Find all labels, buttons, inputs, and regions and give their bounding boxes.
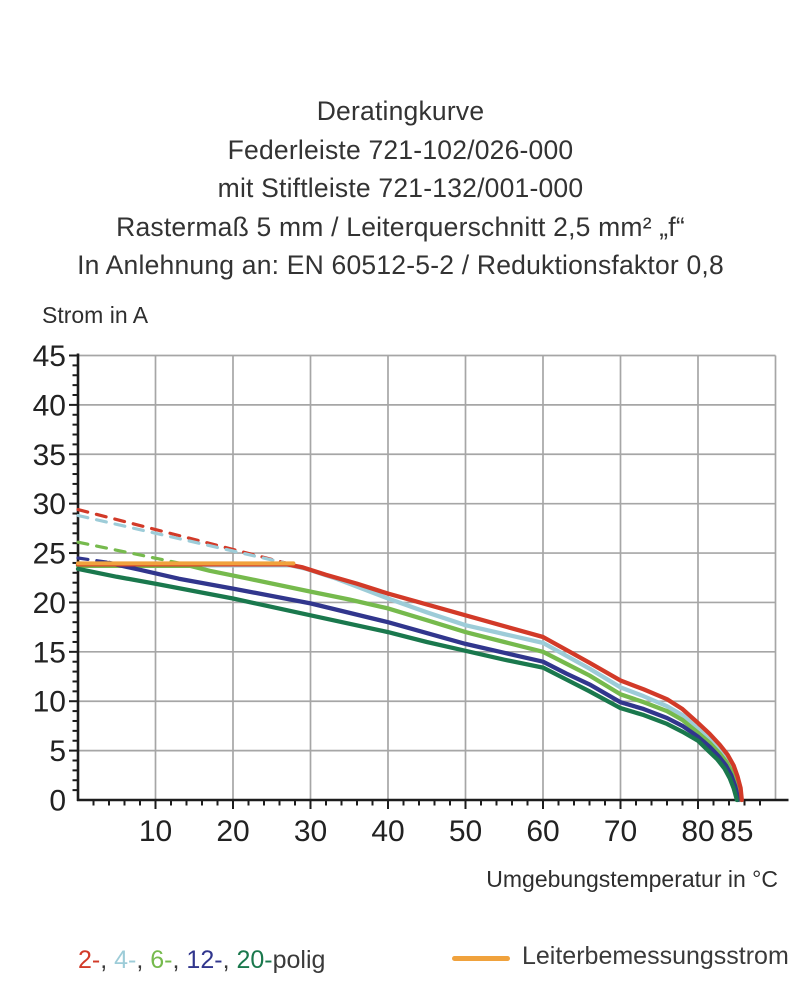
- legend-separator: ,: [222, 946, 237, 974]
- title-line-2: Federleiste 721-102/026-000: [227, 134, 574, 165]
- series-2-polig: [75, 562, 744, 803]
- y-tick-label: 10: [33, 686, 66, 719]
- poles-legend: 2-, 4-, 6-, 12-, 20-polig: [78, 946, 325, 975]
- series-12-polig: [106, 560, 741, 803]
- x-tick-label: 30: [294, 815, 327, 848]
- y-tick-label: 30: [33, 488, 66, 521]
- series-2-polig-ohne-reduktion-gestrichelt-: [76, 508, 289, 566]
- legend-row: 2-, 4-, 6-, 12-, 20-polig Leiterbemessun…: [0, 942, 801, 982]
- x-tick-label: 80: [681, 815, 714, 848]
- series-20-polig: [75, 566, 739, 803]
- y-tick-label: 40: [33, 389, 66, 422]
- legend-pole-label: 2-: [78, 946, 101, 974]
- y-tick-label: 5: [49, 735, 66, 768]
- legend-pole-label: 4-: [114, 946, 137, 974]
- title-line-1: Deratingkurve: [316, 96, 485, 126]
- x-tick-label: 20: [216, 815, 249, 848]
- chart-title-block: Deratingkurve Federleiste 721-102/026-00…: [0, 92, 801, 285]
- rated-current-label: Leiterbemessungsstrom: [522, 942, 789, 970]
- series-6-polig: [75, 563, 742, 803]
- title-line-4: Rastermaß 5 mm / Leiterquerschnitt 2,5 m…: [116, 211, 685, 242]
- y-tick-label: 25: [33, 538, 66, 571]
- y-axis-title: Strom in A: [42, 302, 149, 328]
- legend-poles-suffix: polig: [272, 946, 326, 974]
- title-line-5: In Anlehnung an: EN 60512-5-2 / Reduktio…: [77, 250, 724, 280]
- rated-current-line-swatch: [452, 956, 510, 961]
- legend-pole-label: 6-: [150, 946, 173, 974]
- y-tick-label: 35: [33, 439, 66, 472]
- rated-current-legend: Leiterbemessungsstrom: [452, 942, 789, 971]
- x-tick-label: 60: [526, 815, 559, 848]
- x-tick-label: 10: [139, 815, 172, 848]
- y-tick-label: 45: [33, 340, 66, 373]
- y-tick-label: 0: [49, 785, 66, 818]
- y-tick-label: 15: [33, 636, 66, 669]
- x-tick-label: 70: [604, 815, 637, 848]
- x-axis-title: Umgebungstemperatur in °C: [486, 866, 778, 892]
- legend-separator: ,: [136, 946, 151, 974]
- legend-pole-label: 20-: [236, 946, 273, 974]
- x-tick-label: 85: [720, 815, 753, 848]
- legend-pole-label: 12-: [186, 946, 223, 974]
- legend-separator: ,: [172, 946, 187, 974]
- series-4-polig-ohne-reduktion-gestrichelt-: [76, 513, 293, 567]
- x-tick-label: 40: [371, 815, 404, 848]
- y-tick-label: 20: [33, 587, 66, 620]
- title-line-3: mit Stiftleiste 721-132/001-000: [217, 173, 584, 203]
- legend-separator: ,: [100, 946, 115, 974]
- x-tick-label: 50: [449, 815, 482, 848]
